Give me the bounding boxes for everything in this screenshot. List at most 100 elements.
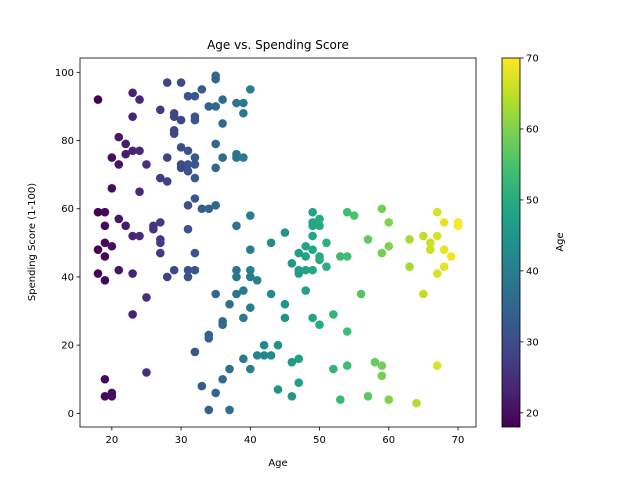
data-point <box>308 231 317 241</box>
data-point <box>342 327 352 336</box>
colorbar-label: Age <box>555 232 566 251</box>
data-point <box>273 340 283 350</box>
data-point <box>426 245 435 254</box>
data-point <box>301 286 310 295</box>
data-point <box>384 218 394 227</box>
data-point <box>342 252 352 261</box>
colorbar-tick-label: 70 <box>526 54 539 65</box>
data-point <box>190 194 200 203</box>
data-point <box>405 235 414 244</box>
data-point <box>190 173 200 183</box>
data-point <box>266 238 276 248</box>
data-point <box>329 310 338 319</box>
data-point <box>142 160 151 169</box>
data-point <box>135 231 144 241</box>
data-point <box>315 320 324 329</box>
data-point <box>252 351 262 360</box>
data-point <box>232 153 241 162</box>
data-point <box>377 204 387 214</box>
data-point <box>218 374 227 384</box>
y-tick-label: 0 <box>68 409 74 420</box>
data-point <box>426 238 435 248</box>
data-point <box>225 405 234 415</box>
data-point <box>211 388 220 398</box>
data-point <box>190 347 200 357</box>
data-point <box>280 313 290 323</box>
x-axis-label: Age <box>268 458 287 469</box>
data-point <box>349 211 359 220</box>
data-point <box>301 241 310 251</box>
data-point <box>280 228 290 237</box>
data-point <box>301 252 310 261</box>
data-point <box>121 221 130 231</box>
data-point <box>239 286 248 295</box>
x-tick-label: 20 <box>105 435 118 446</box>
data-point <box>232 289 241 299</box>
data-point <box>135 146 144 156</box>
data-point <box>252 276 262 285</box>
data-point <box>107 241 117 251</box>
data-point <box>246 364 255 374</box>
data-point <box>162 153 172 162</box>
data-point <box>246 303 255 312</box>
data-point <box>239 98 248 108</box>
data-point <box>135 187 144 196</box>
colorbar-tick-label: 30 <box>526 337 539 348</box>
data-point <box>439 245 449 254</box>
colorbar-tick-label: 40 <box>526 266 539 277</box>
data-point <box>246 245 255 254</box>
data-point <box>204 102 214 111</box>
data-point <box>308 265 317 275</box>
data-point <box>308 221 317 231</box>
data-point <box>301 265 310 275</box>
data-point <box>342 207 352 217</box>
x-tick-label: 60 <box>382 435 395 446</box>
data-point <box>162 177 172 186</box>
data-point <box>100 238 110 248</box>
data-point <box>239 354 248 364</box>
data-point <box>107 392 117 401</box>
data-point <box>266 289 276 299</box>
data-point <box>377 248 387 258</box>
data-point <box>432 207 442 217</box>
data-point <box>100 374 110 384</box>
colorbar-tick-label: 60 <box>526 124 539 135</box>
data-point <box>128 112 137 121</box>
data-point <box>135 95 144 104</box>
data-point <box>356 289 366 299</box>
x-tick-label: 30 <box>175 435 188 446</box>
data-point <box>183 201 193 210</box>
data-point <box>322 262 331 272</box>
data-point <box>377 361 387 370</box>
data-point <box>232 98 241 108</box>
x-tick-label: 70 <box>452 435 465 446</box>
data-point <box>239 313 248 323</box>
data-point <box>93 95 103 104</box>
colorbar <box>501 57 521 428</box>
data-point <box>183 272 193 282</box>
data-point <box>287 357 297 367</box>
data-point <box>218 119 227 128</box>
data-point <box>128 310 137 319</box>
data-point <box>280 299 290 309</box>
data-point <box>432 269 442 278</box>
data-point <box>128 231 137 241</box>
data-point <box>204 204 214 214</box>
colorbar-tick-label: 50 <box>526 195 539 206</box>
data-point <box>225 299 234 309</box>
data-point <box>246 272 255 282</box>
data-point <box>211 201 220 210</box>
chart-title: Age vs. Spending Score <box>207 38 349 52</box>
data-point <box>142 293 151 302</box>
data-point <box>121 139 130 149</box>
data-point <box>162 272 172 282</box>
colorbar-tick-label: 20 <box>526 408 539 419</box>
data-point <box>93 245 103 254</box>
data-point <box>176 143 186 152</box>
data-point <box>259 340 269 350</box>
data-point <box>211 163 220 173</box>
data-point <box>329 364 338 374</box>
data-point <box>114 214 124 224</box>
data-point <box>114 132 124 142</box>
data-point <box>176 163 186 173</box>
